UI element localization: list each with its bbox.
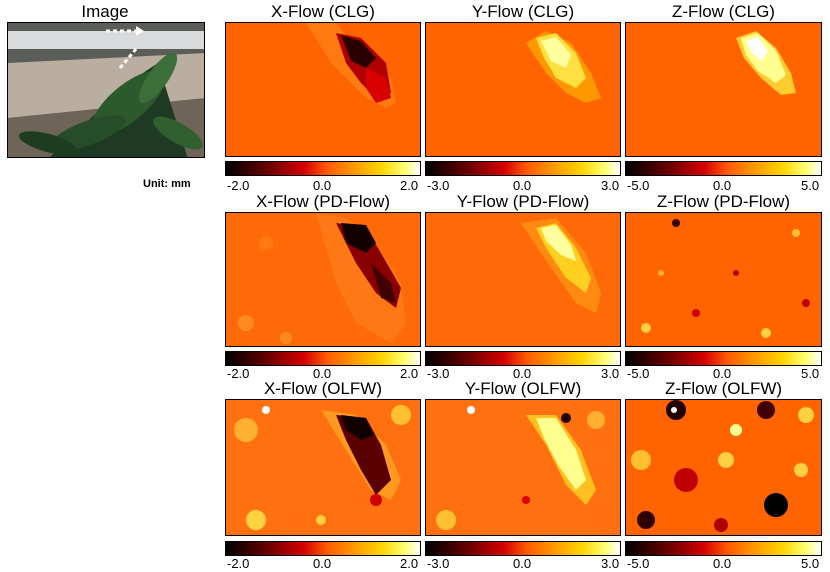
colorbar-z-pdflow	[625, 351, 822, 366]
tick-z-max: 5.0	[801, 178, 820, 193]
colorbar-x-clg	[225, 161, 421, 176]
tick-x-mid: 0.0	[313, 178, 332, 193]
x-flow-olfw-panel	[225, 399, 421, 536]
title-y-clg: Y-Flow (CLG)	[471, 2, 575, 21]
z-flow-olfw-map	[631, 400, 814, 532]
tick-x-min: -2.0	[227, 366, 250, 381]
y-flow-olfw-map	[436, 406, 605, 530]
x-flow-pdflow-panel	[225, 212, 421, 347]
colorbar-z-clg	[625, 161, 822, 176]
colorbar-x-olfw	[225, 541, 421, 556]
tick-z-min: -5.0	[627, 366, 650, 381]
y-flow-clg-panel	[425, 22, 621, 157]
tick-z-mid: 0.0	[713, 366, 732, 381]
title-z-olfw: Z-Flow (OLFW)	[664, 379, 783, 398]
z-flow-clg-map	[736, 31, 796, 95]
colorbar-x-pdflow	[225, 351, 421, 366]
tick-x-min: -2.0	[227, 178, 250, 193]
tick-y-mid: 0.0	[513, 366, 532, 381]
y-flow-clg-map	[526, 31, 601, 103]
tick-z-mid: 0.0	[713, 178, 732, 193]
title-y-pdflow: Y-Flow (PD-Flow)	[456, 192, 590, 211]
image-title: Image	[81, 2, 129, 21]
y-flow-pdflow-map	[521, 218, 601, 313]
tick-z-mid: 0.0	[713, 556, 732, 571]
colorbar-z-olfw	[625, 541, 822, 556]
unit-label: Unit: mm	[143, 178, 191, 190]
x-flow-pdflow-map	[238, 213, 406, 344]
tick-x-max: 2.0	[400, 178, 419, 193]
y-flow-olfw-panel	[425, 399, 621, 536]
tick-y-min: -3.0	[427, 178, 450, 193]
z-flow-clg-panel	[625, 22, 822, 157]
colorbar-y-pdflow	[425, 351, 621, 366]
tick-y-min: -3.0	[427, 366, 450, 381]
scene-photo	[7, 22, 205, 158]
scene-photo-drawing	[8, 23, 204, 157]
z-flow-olfw-panel	[625, 399, 822, 536]
tick-x-max: 2.0	[400, 366, 419, 381]
tick-x-mid: 0.0	[313, 366, 332, 381]
y-flow-pdflow-panel	[425, 212, 621, 347]
tick-z-min: -5.0	[627, 178, 650, 193]
tick-x-min: -2.0	[227, 556, 250, 571]
tick-y-min: -3.0	[427, 556, 450, 571]
title-z-clg: Z-Flow (CLG)	[672, 2, 775, 21]
title-y-olfw: Y-Flow (OLFW)	[464, 379, 582, 398]
x-flow-olfw-map	[234, 405, 411, 530]
title-x-pdflow: X-Flow (PD-Flow)	[255, 192, 391, 211]
tick-z-min: -5.0	[627, 556, 650, 571]
title-x-olfw: X-Flow (OLFW)	[263, 379, 383, 398]
x-flow-clg-map	[306, 23, 396, 108]
tick-y-max: 3.0	[601, 178, 620, 193]
tick-y-mid: 0.0	[513, 178, 532, 193]
tick-z-max: 5.0	[801, 556, 820, 571]
tick-y-mid: 0.0	[513, 556, 532, 571]
title-x-clg: X-Flow (CLG)	[271, 2, 375, 21]
colorbar-y-olfw	[425, 541, 621, 556]
title-z-pdflow: Z-Flow (PD-Flow)	[656, 192, 791, 211]
tick-y-max: 3.0	[601, 556, 620, 571]
z-flow-pdflow-panel	[625, 212, 822, 347]
colorbar-y-clg	[425, 161, 621, 176]
tick-y-max: 3.0	[601, 366, 620, 381]
tick-x-mid: 0.0	[313, 556, 332, 571]
tick-x-max: 2.0	[400, 556, 419, 571]
x-flow-clg-panel	[225, 22, 421, 157]
z-flow-pdflow-map	[641, 219, 810, 338]
tick-z-max: 5.0	[801, 366, 820, 381]
